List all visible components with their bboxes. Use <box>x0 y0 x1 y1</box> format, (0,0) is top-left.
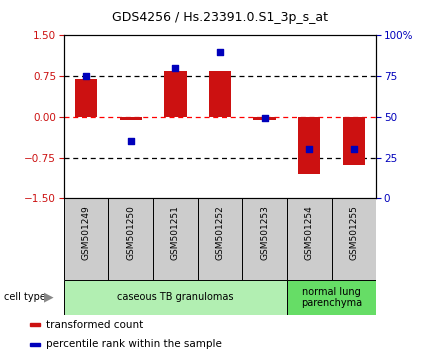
Text: percentile rank within the sample: percentile rank within the sample <box>46 339 222 349</box>
Bar <box>253 117 276 120</box>
Text: caseous TB granulomas: caseous TB granulomas <box>117 292 234 302</box>
Bar <box>120 117 142 120</box>
Bar <box>30 343 40 346</box>
Bar <box>108 198 153 280</box>
Bar <box>75 79 97 117</box>
Text: GSM501255: GSM501255 <box>349 205 359 259</box>
Text: GSM501249: GSM501249 <box>81 205 91 259</box>
Bar <box>209 71 231 117</box>
Text: cell type: cell type <box>4 292 46 302</box>
Bar <box>343 117 365 165</box>
Point <box>306 147 313 152</box>
Text: GSM501251: GSM501251 <box>171 205 180 259</box>
Bar <box>287 280 376 315</box>
Text: GSM501254: GSM501254 <box>305 205 314 259</box>
Point <box>172 65 179 71</box>
Point <box>127 138 134 144</box>
Text: normal lung
parenchyma: normal lung parenchyma <box>301 286 362 308</box>
Text: GSM501250: GSM501250 <box>126 205 135 259</box>
Text: GSM501253: GSM501253 <box>260 205 269 259</box>
Point <box>261 116 268 121</box>
Text: GSM501252: GSM501252 <box>216 205 224 259</box>
Bar <box>287 198 332 280</box>
Bar <box>332 198 376 280</box>
Text: GDS4256 / Hs.23391.0.S1_3p_s_at: GDS4256 / Hs.23391.0.S1_3p_s_at <box>112 11 328 24</box>
Bar <box>298 117 320 174</box>
Bar <box>198 198 242 280</box>
Text: ▶: ▶ <box>44 291 54 304</box>
Bar <box>153 198 198 280</box>
Point <box>350 147 357 152</box>
Point <box>216 49 224 55</box>
Bar <box>30 323 40 326</box>
Point <box>83 73 90 79</box>
Bar <box>64 280 287 315</box>
Text: transformed count: transformed count <box>46 320 143 330</box>
Bar <box>164 71 187 117</box>
Bar <box>242 198 287 280</box>
Bar <box>64 198 108 280</box>
